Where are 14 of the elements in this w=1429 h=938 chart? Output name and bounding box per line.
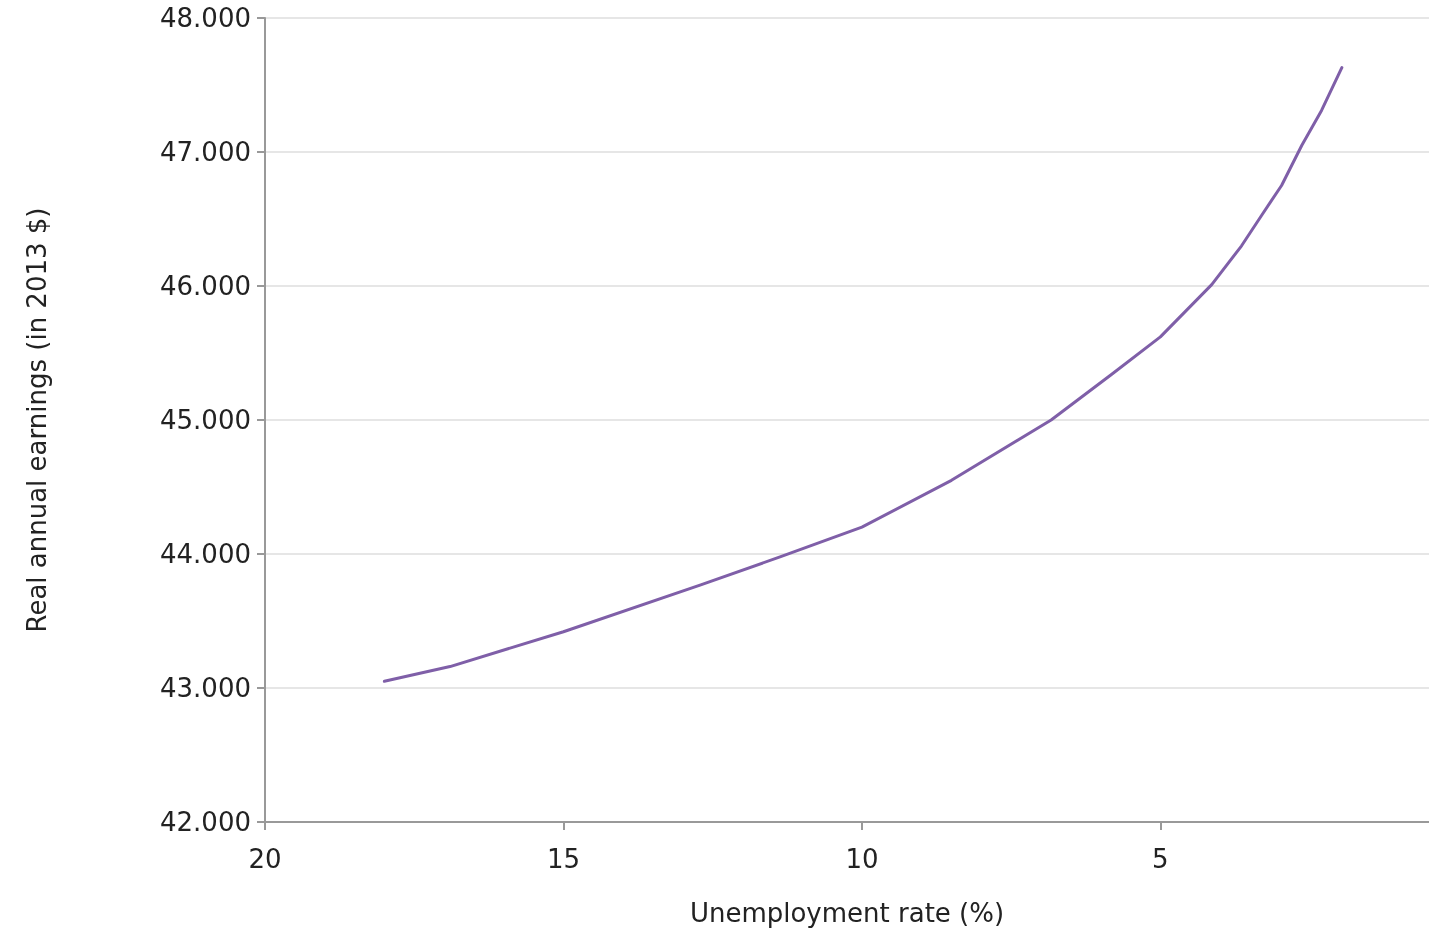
x-tick-label: 20 xyxy=(248,844,282,874)
y-tick-label: 48.000 xyxy=(160,3,251,33)
y-tick-label: 45.000 xyxy=(160,405,251,435)
line-series xyxy=(382,66,1344,683)
y-tick-label: 47.000 xyxy=(160,137,251,167)
y-tick-label: 46.000 xyxy=(160,271,251,301)
x-axis-title: Unemployment rate (%) xyxy=(689,898,1005,928)
y-tick-label: 42.000 xyxy=(160,807,251,837)
y-tick-label: 43.000 xyxy=(160,673,251,703)
x-tick-label: 5 xyxy=(1152,844,1169,874)
x-tick-label: 15 xyxy=(546,844,581,874)
y-axis-title: Real annual earnings (in 2013 $) xyxy=(22,207,52,633)
y-tick-label: 44.000 xyxy=(160,539,251,569)
x-tick-label: 10 xyxy=(845,844,879,874)
